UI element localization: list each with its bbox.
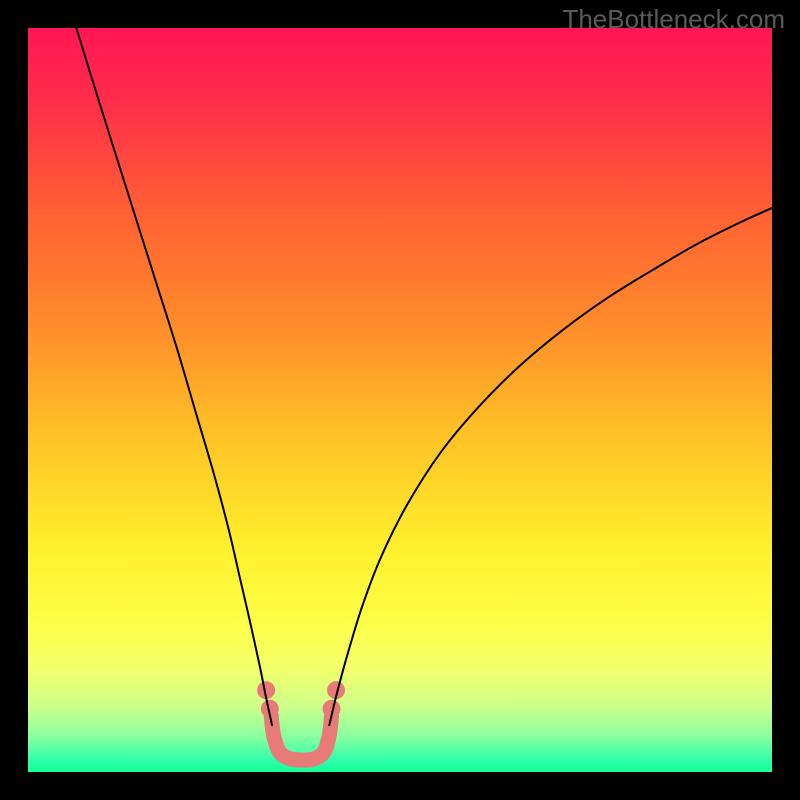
chart-frame: [0, 0, 800, 800]
bottleneck-chart: [0, 0, 800, 800]
watermark-text: TheBottleneck.com: [562, 4, 785, 35]
gradient-background: [28, 28, 772, 772]
